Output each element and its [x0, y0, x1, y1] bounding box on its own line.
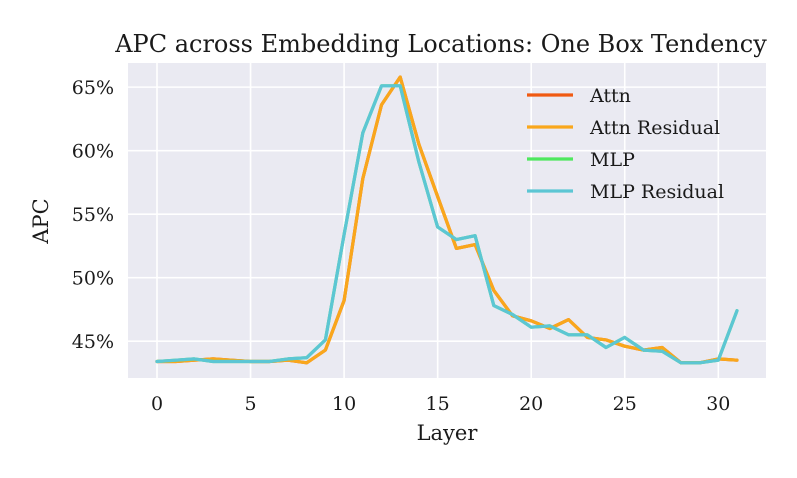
y-tick-label: 45% [72, 331, 114, 353]
x-axis-label: Layer [417, 421, 479, 445]
tick-labels: 0 5 10 15 20 25 30 45% 50% 55% 60% 65% [72, 77, 731, 415]
legend: Attn Attn Residual MLP MLP Residual [527, 85, 724, 203]
x-tick-label: 25 [613, 393, 637, 415]
x-tick-label: 30 [706, 393, 730, 415]
x-tick-label: 20 [519, 393, 543, 415]
x-tick-label: 5 [245, 393, 257, 415]
series-lines [155, 75, 739, 365]
y-tick-label: 55% [72, 204, 114, 226]
y-tick-label: 60% [72, 141, 114, 163]
x-tick-label: 10 [332, 393, 356, 415]
chart-title: APC across Embedding Locations: One Box … [114, 30, 767, 58]
legend-label: Attn Residual [589, 117, 720, 139]
y-tick-label: 50% [72, 268, 114, 290]
legend-label: MLP [590, 149, 635, 171]
legend-label: MLP Residual [590, 181, 724, 203]
y-axis-label: APC [29, 198, 53, 244]
legend-label: Attn [589, 85, 631, 107]
x-tick-label: 15 [426, 393, 450, 415]
x-tick-label: 0 [151, 393, 163, 415]
y-tick-label: 65% [72, 77, 114, 99]
series-line-mlp-residual [155, 84, 739, 365]
grid [128, 63, 766, 378]
